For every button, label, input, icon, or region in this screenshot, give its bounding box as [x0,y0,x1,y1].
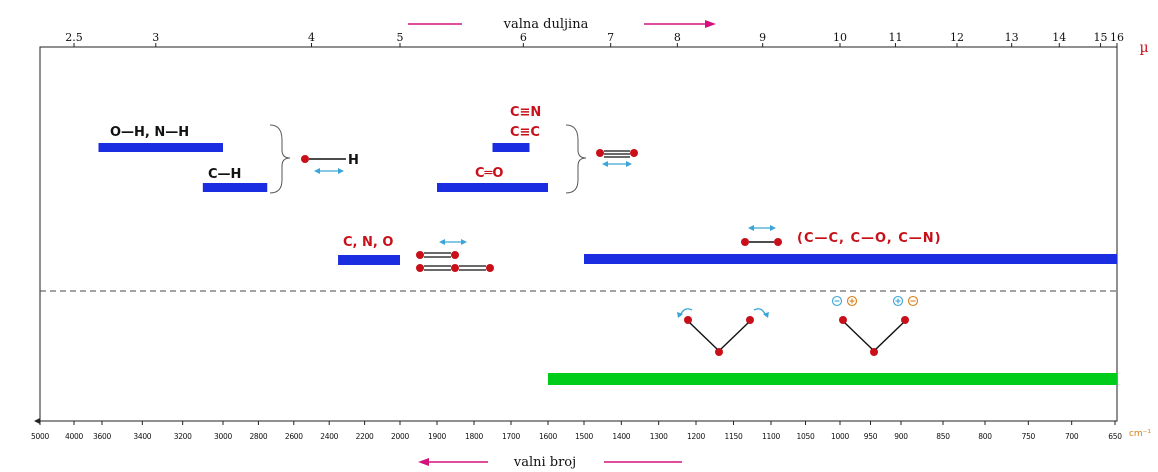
top-tick-label: 10 [833,31,847,44]
absorption-bar [338,255,400,265]
bottom-tick-label: 700 [1065,432,1079,441]
h-atom-label: H [348,153,359,168]
bottom-tick-label: 750 [1022,432,1036,441]
top-tick-label: 4 [308,31,315,44]
label-single-bonds: (C—C, C—O, C—N) [797,231,942,246]
double-bond-stretch-icon [416,239,494,272]
bottom-tick-label: 3400 [133,432,151,441]
top-axis-unit: µ [1139,40,1148,56]
brace-right [565,124,587,194]
absorption-bar [492,143,530,152]
bottom-axis-ticks: 5000 4000 3600 3400 3200 3000 2800 2600 2400 2200… [31,421,1123,441]
bottom-tick-label: 1700 [502,432,520,441]
top-axis-ticks: 2.5 3 4 5 6 7 8 9 10 11 12 13 14 15 16 [65,31,1124,47]
bottom-arrow-left [418,458,488,466]
absorption-bar [202,183,268,192]
absorption-bar [548,373,1117,385]
top-tick-label: 16 [1110,31,1124,44]
bottom-tick-label: 650 [1108,432,1122,441]
bottom-tick-label: 1900 [428,432,446,441]
top-tick-label: 15 [1094,31,1108,44]
bottom-tick-label: 1150 [725,432,743,441]
top-tick-label: 13 [1005,31,1019,44]
bottom-tick-label: 3600 [93,432,111,441]
top-axis-title: valna duljina [503,17,589,32]
bottom-tick-label: 1600 [539,432,557,441]
label-cn-triple: C≡N [510,105,541,120]
bottom-axis-unit: cm⁻¹ [1129,429,1151,439]
bottom-tick-label: 1500 [575,432,593,441]
bottom-tick-label: 850 [936,432,950,441]
bottom-tick-label: 2200 [356,432,374,441]
label-ch: C—H [208,167,241,182]
axis-left-arrowhead [34,418,40,424]
brace-left [269,124,291,194]
bottom-tick-label: 950 [864,432,878,441]
bottom-tick-label: 2400 [320,432,338,441]
absorption-bar [584,254,1117,264]
plot-frame [39,46,1118,422]
bottom-tick-label: 3200 [174,432,192,441]
single-bond-stretch-icon [741,225,782,246]
absorption-bar [98,143,223,152]
xh-stretch-icon: H [301,153,359,174]
top-tick-label: 11 [888,31,902,44]
bottom-tick-label: 1050 [797,432,815,441]
top-tick-label: 12 [950,31,964,44]
bottom-tick-label: 1800 [465,432,483,441]
absorption-bar [437,183,548,192]
bottom-tick-label: 2600 [285,432,303,441]
bottom-tick-label: 1000 [831,432,849,441]
label-oh-nh: O—H, N—H [110,125,189,140]
label-cc-triple: C≡C [510,125,540,140]
top-tick-label: 3 [152,31,159,44]
bottom-tick-label: 2000 [391,432,409,441]
bending-rocking-icon [677,308,769,356]
top-tick-label: 14 [1052,31,1066,44]
top-tick-label: 8 [674,31,681,44]
bottom-tick-label: 1300 [650,432,668,441]
bottom-tick-label: 900 [894,432,908,441]
top-tick-label: 5 [397,31,404,44]
bottom-tick-label: 1100 [762,432,780,441]
triple-bond-stretch-icon [596,149,638,167]
label-cno: C, N, O [343,235,393,250]
bottom-tick-label: 800 [978,432,992,441]
bottom-tick-label: 4000 [65,432,83,441]
bottom-tick-label: 5000 [31,432,49,441]
top-arrow-right [644,20,716,28]
top-tick-label: 6 [520,31,527,44]
bottom-tick-label: 1200 [687,432,705,441]
bottom-axis-title: valni broj [513,455,576,470]
bottom-tick-label: 1400 [612,432,630,441]
bending-charge-icon [831,295,919,356]
absorption-bars [98,143,1117,385]
top-tick-label: 7 [607,31,614,44]
bottom-tick-label: 2800 [249,432,267,441]
bottom-tick-label: 3000 [214,432,232,441]
top-tick-label: 9 [759,31,766,44]
label-co-double: C═O [475,166,503,181]
top-tick-label: 2.5 [65,31,83,44]
